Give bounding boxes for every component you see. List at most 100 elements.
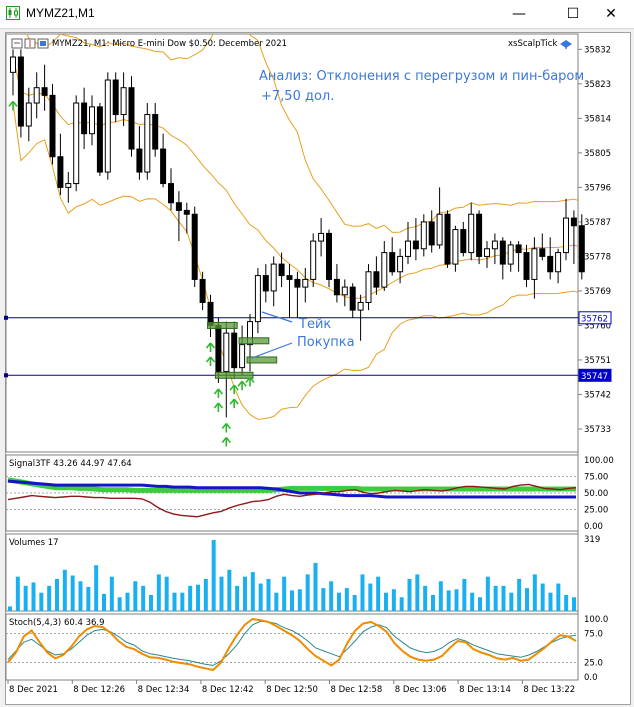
candle-body (578, 225, 585, 273)
candle-body (333, 278, 340, 296)
volume-bar (180, 592, 185, 611)
depth-of-market-icon-fill (40, 41, 46, 46)
buy-arrow-icon (229, 384, 239, 395)
indicator-name: xsScalpTick (508, 39, 557, 49)
volume-bar (258, 583, 263, 611)
volume-bar (509, 592, 514, 611)
volume-bar (8, 606, 12, 611)
candle-body (17, 56, 24, 127)
time-tick-label: 8 Dec 13:06 (395, 685, 447, 695)
candle-body (49, 94, 56, 158)
time-tick-label: 8 Dec 12:42 (202, 685, 254, 695)
candle-body (468, 213, 475, 254)
buy-arrow-icon (221, 436, 231, 447)
price-tick-label: 35796 (584, 183, 611, 193)
volume-bar (313, 562, 318, 611)
position-box (246, 356, 278, 364)
level-tag (578, 311, 612, 325)
candle-body (152, 114, 159, 150)
time-tick-label: 8 Dec 12:50 (266, 685, 318, 695)
volume-bar (329, 581, 334, 611)
candle-body (168, 183, 174, 204)
volume-pane-title: Volumes 17 (9, 538, 59, 548)
candle-body (96, 106, 103, 173)
position-box (214, 371, 254, 379)
volume-bar (62, 569, 67, 611)
buy-arrow-icon (8, 100, 18, 111)
candle-body (539, 248, 546, 257)
volume-bar (274, 592, 279, 611)
candle-body (215, 324, 222, 372)
window-title: MYMZ21,M1 (26, 6, 95, 20)
volume-bar (211, 540, 216, 611)
volume-bar (164, 576, 169, 611)
close-button[interactable]: ✕ (605, 6, 617, 22)
buy-arrow-icon (213, 388, 224, 398)
candle-body (239, 344, 246, 369)
candles-group (10, 49, 585, 418)
time-tick-label: 8 Dec 12:58 (331, 685, 383, 695)
minimize-button[interactable]: — (512, 6, 526, 22)
volume-bar (525, 588, 529, 611)
stoch-series-main (7, 620, 577, 666)
candle-body (341, 286, 348, 296)
signal-tick-label: 25.00 (584, 506, 608, 516)
candle-body (175, 202, 182, 211)
candle-body (112, 79, 119, 116)
volume-bar (290, 590, 294, 611)
stoch-tick-label: 25.0 (584, 659, 603, 669)
candle-body (120, 87, 127, 116)
signal-tick-label: 75.00 (584, 473, 608, 483)
candle-body (33, 87, 40, 104)
candle-body (452, 229, 459, 265)
level-tag-label: 35762 (581, 314, 608, 324)
candle-body (89, 106, 95, 135)
volume-bar (94, 565, 99, 611)
volume-bar (156, 574, 161, 611)
volume-bar (337, 592, 341, 611)
volume-bar (250, 572, 255, 611)
band-lower (12, 102, 578, 420)
maximize-button[interactable]: ☐ (566, 6, 580, 22)
band-upper (26, 34, 578, 233)
buy-arrow-icon (205, 356, 216, 366)
buy-arrow-icon (237, 380, 247, 391)
volume-bar (102, 593, 106, 611)
candle-body (476, 213, 483, 257)
candle-body (547, 255, 554, 273)
candle-body (460, 229, 467, 254)
candle-body (389, 252, 396, 273)
price-tick-label: 35787 (584, 218, 611, 228)
price-tick-label: 35778 (584, 252, 611, 262)
price-tick-label: 35832 (584, 45, 611, 55)
candle-body (65, 183, 72, 188)
candle-body (160, 148, 167, 185)
volume-bar (399, 597, 404, 611)
volume-bar (55, 578, 59, 611)
time-tick-label: 8 Dec 12:26 (73, 685, 125, 695)
volume-bar (517, 578, 522, 611)
time-tick-label: 8 Dec 12:34 (138, 685, 190, 695)
candle-body (515, 244, 522, 254)
candle-body (278, 263, 285, 277)
candle-body (428, 221, 435, 246)
price-tick-label: 35733 (584, 425, 611, 435)
candle-body (199, 278, 206, 303)
buy-arrow-icon (229, 398, 239, 409)
signal-tick-label: 0.00 (584, 522, 603, 532)
volume-bar (462, 578, 467, 611)
price-tick-label: 35742 (584, 390, 611, 400)
candle-body (365, 271, 372, 303)
volume-bar (219, 576, 224, 611)
volume-bar (172, 592, 177, 611)
candle-body (523, 252, 530, 280)
candle-body (286, 275, 293, 280)
volume-bar (125, 592, 130, 611)
stoch-series-signal (7, 617, 577, 672)
price-tick-label: 35751 (584, 356, 611, 366)
volume-bar (47, 585, 52, 611)
volume-bar (564, 594, 569, 611)
candle-body (25, 102, 32, 127)
candle-body (41, 87, 48, 96)
